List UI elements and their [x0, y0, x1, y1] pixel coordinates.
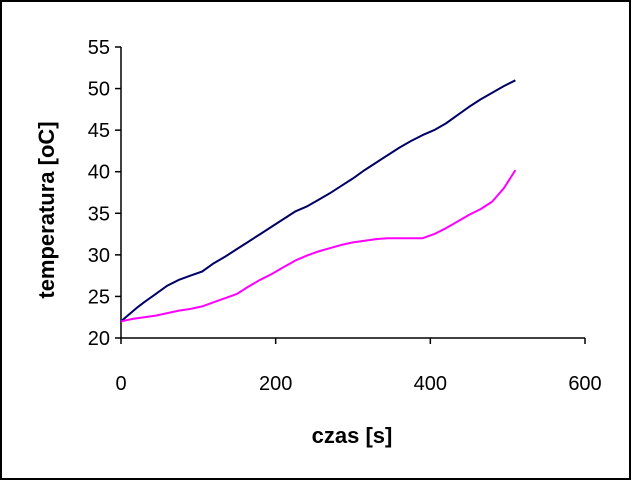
- x-tick-label: 600: [568, 373, 601, 395]
- y-tick-label: 35: [88, 203, 110, 225]
- series-line-1: [120, 79, 516, 323]
- x-tick-labels: 0 200 400 600: [115, 373, 601, 395]
- y-axis-title: temperatura [oC]: [34, 121, 59, 298]
- y-tick-label: 40: [88, 162, 110, 184]
- y-tick-label: 30: [88, 245, 110, 267]
- series-layer: [120, 79, 517, 323]
- x-tick-label: 400: [414, 373, 447, 395]
- y-tick-labels: 20 25 30 35 40 45 50 55: [88, 37, 110, 350]
- x-tick-label: 200: [259, 373, 292, 395]
- series-line-2: [120, 169, 517, 323]
- x-axis-title: czas [s]: [312, 423, 393, 448]
- y-tick-label: 25: [88, 286, 110, 308]
- x-tick-label: 0: [115, 373, 126, 395]
- y-tick-label: 55: [88, 37, 110, 59]
- y-tick-label: 20: [88, 328, 110, 350]
- axes: [115, 46, 586, 344]
- y-tick-label: 50: [88, 79, 110, 101]
- y-tick-label: 45: [88, 120, 110, 142]
